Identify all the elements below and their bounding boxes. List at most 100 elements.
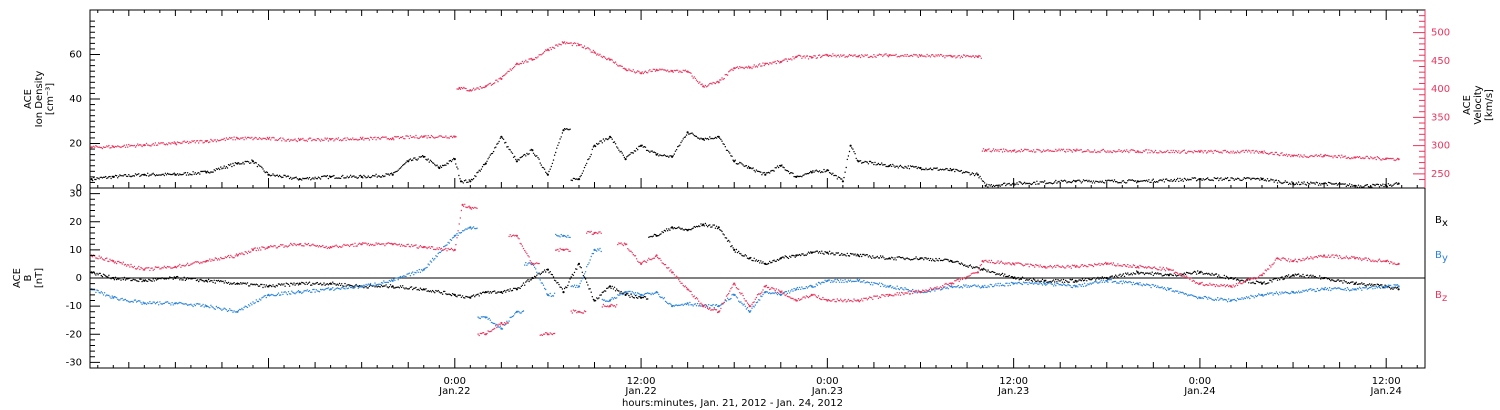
scatter-dot xyxy=(582,170,585,172)
scatter-dot xyxy=(226,255,229,258)
scatter-dot xyxy=(930,260,933,262)
scatter-dot xyxy=(849,54,852,57)
scatter-dot xyxy=(1046,149,1048,151)
scatter-dot xyxy=(219,280,221,283)
scatter-dot xyxy=(1018,281,1020,284)
scatter-dot xyxy=(754,304,756,306)
scatter-dot xyxy=(1181,291,1183,293)
scatter-dot xyxy=(179,279,181,281)
scatter-dot xyxy=(614,290,617,292)
scatter-dot xyxy=(1351,289,1353,291)
scatter-dot xyxy=(153,301,155,303)
scatter-dot xyxy=(1214,273,1217,275)
scatter-dot xyxy=(1036,180,1038,182)
scatter-dot xyxy=(262,246,264,248)
scatter-dot xyxy=(1299,275,1301,277)
scatter-dot xyxy=(828,54,831,57)
scatter-dot xyxy=(189,277,191,279)
scatter-dot xyxy=(546,49,548,52)
scatter-dot xyxy=(131,279,133,282)
scatter-dot xyxy=(1220,151,1222,153)
scatter-dot xyxy=(460,296,463,298)
scatter-dot xyxy=(1345,289,1348,292)
scatter-dot xyxy=(1320,288,1322,291)
scatter-dot xyxy=(1368,283,1371,285)
scatter-dot xyxy=(893,54,895,56)
scatter-dot xyxy=(1382,287,1384,289)
scatter-dot xyxy=(444,245,446,247)
scatter-dot xyxy=(156,301,159,303)
scatter-dot xyxy=(366,137,368,139)
scatter-dot xyxy=(817,281,820,284)
scatter-dot xyxy=(710,82,712,85)
scatter-dot xyxy=(861,54,863,56)
scatter-dot xyxy=(743,165,745,168)
scatter-dot xyxy=(276,293,279,296)
scatter-dot xyxy=(1167,149,1169,152)
scatter-dot xyxy=(1146,149,1148,151)
scatter-dot xyxy=(761,65,763,67)
scatter-dot xyxy=(508,148,510,151)
scatter-dot xyxy=(1367,186,1370,188)
scatter-dot xyxy=(354,286,356,289)
scatter-dot xyxy=(637,70,639,72)
scatter-dot xyxy=(497,81,499,83)
scatter-dot xyxy=(543,287,546,290)
scatter-dot xyxy=(231,309,233,312)
scatter-dot xyxy=(1184,152,1187,154)
scatter-dot xyxy=(425,158,427,161)
scatter-dot xyxy=(1203,150,1206,152)
scatter-dot xyxy=(1111,281,1114,283)
scatter-dot xyxy=(915,54,917,56)
scatter-dot xyxy=(1048,150,1050,152)
scatter-dot xyxy=(304,283,306,286)
scatter-dot xyxy=(1202,152,1204,154)
scatter-dot xyxy=(224,280,226,282)
scatter-dot xyxy=(474,227,476,230)
scatter-dot xyxy=(317,290,320,292)
scatter-dot xyxy=(178,174,180,176)
scatter-dot xyxy=(285,282,287,284)
scatter-dot xyxy=(132,175,134,177)
scatter-dot xyxy=(682,304,684,307)
scatter-dot xyxy=(506,72,508,74)
scatter-dot xyxy=(614,297,617,299)
scatter-dot xyxy=(204,140,206,142)
scatter-dot xyxy=(878,257,881,259)
scatter-dot xyxy=(745,308,748,310)
series-t0 xyxy=(90,128,1400,188)
scatter-dot xyxy=(332,287,334,289)
scatter-dot xyxy=(300,178,302,180)
scatter-dot xyxy=(781,60,783,63)
scatter-dot xyxy=(273,137,275,139)
scatter-dot xyxy=(95,145,97,147)
scatter-dot xyxy=(1279,181,1281,183)
scatter-dot xyxy=(1205,296,1208,299)
scatter-dot xyxy=(476,172,478,174)
scatter-dot xyxy=(776,165,779,167)
scatter-dot xyxy=(558,283,560,286)
scatter-dot xyxy=(685,228,688,231)
scatter-dot xyxy=(1018,279,1020,281)
scatter-dot xyxy=(138,265,140,268)
scatter-dot xyxy=(810,170,812,173)
scatter-dot xyxy=(380,282,383,284)
data-point xyxy=(1198,271,1201,274)
scatter-dot xyxy=(678,304,680,306)
scatter-dot xyxy=(465,295,467,298)
scatter-dot xyxy=(179,301,181,304)
scatter-dot xyxy=(644,296,647,298)
data-point xyxy=(546,268,550,271)
scatter-dot xyxy=(95,291,97,294)
scatter-dot xyxy=(1023,148,1026,150)
scatter-dot xyxy=(549,47,551,49)
scatter-dot xyxy=(264,137,266,140)
scatter-dot xyxy=(301,245,303,247)
scatter-dot xyxy=(561,235,564,237)
scatter-dot xyxy=(645,292,648,295)
scatter-dot xyxy=(776,293,779,296)
scatter-dot xyxy=(210,138,212,141)
scatter-dot xyxy=(468,179,470,181)
scatter-dot xyxy=(347,284,350,286)
scatter-dot xyxy=(960,55,963,57)
